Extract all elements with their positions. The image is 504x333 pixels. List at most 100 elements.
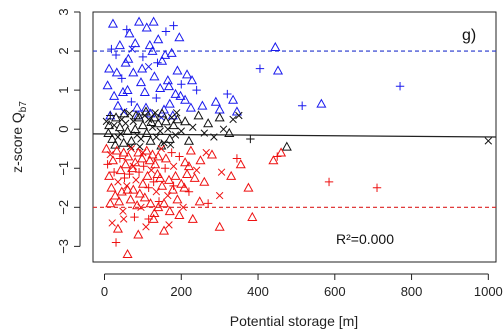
data-point-mid bbox=[156, 127, 164, 135]
data-point-mid bbox=[116, 130, 125, 138]
data-point-low bbox=[133, 147, 144, 157]
data-point-high bbox=[152, 93, 161, 103]
data-point-mid bbox=[126, 135, 137, 145]
data-point-mid bbox=[151, 109, 159, 117]
data-point-high bbox=[109, 90, 120, 100]
data-point-mid bbox=[122, 125, 133, 136]
data-point-low bbox=[139, 192, 150, 202]
data-point-mid bbox=[145, 135, 156, 145]
data-point-low bbox=[202, 148, 210, 157]
data-point-mid bbox=[134, 112, 145, 122]
data-point-low bbox=[165, 221, 173, 229]
data-point-low bbox=[118, 147, 129, 157]
data-point-high bbox=[111, 50, 121, 60]
data-point-low bbox=[134, 188, 145, 198]
data-point-low bbox=[185, 145, 196, 155]
data-point-mid bbox=[160, 116, 171, 126]
data-point-low bbox=[247, 211, 258, 221]
data-point-low bbox=[187, 213, 198, 223]
data-point-high bbox=[163, 80, 175, 91]
data-point-mid bbox=[172, 109, 181, 117]
x-tick-label: 800 bbox=[401, 284, 423, 299]
data-point-low bbox=[170, 170, 181, 180]
data-point-mid bbox=[157, 108, 168, 118]
data-point-high bbox=[197, 100, 208, 110]
data-point-mid bbox=[140, 106, 152, 116]
data-point-low bbox=[157, 180, 168, 190]
data-point-low bbox=[144, 214, 153, 224]
data-point-mid bbox=[168, 120, 179, 130]
data-point-high bbox=[228, 94, 239, 104]
data-point-mid bbox=[107, 133, 118, 143]
data-point-low bbox=[107, 155, 119, 165]
data-point-mid bbox=[189, 123, 197, 131]
data-point-low bbox=[115, 164, 126, 175]
data-point-low bbox=[123, 151, 134, 161]
data-point-high bbox=[172, 65, 183, 75]
data-point-low bbox=[122, 248, 133, 259]
data-point-low bbox=[144, 155, 155, 165]
data-point-high bbox=[117, 86, 128, 96]
data-point-high bbox=[138, 52, 148, 62]
data-point-mid bbox=[172, 114, 183, 124]
data-point-low bbox=[226, 170, 237, 180]
data-point-high bbox=[223, 89, 232, 99]
x-tick-label: 1000 bbox=[474, 284, 503, 299]
data-point-mid bbox=[203, 118, 214, 128]
data-point-mid bbox=[171, 131, 180, 139]
data-point-mid bbox=[106, 111, 115, 120]
data-point-low bbox=[214, 221, 225, 231]
data-point-low bbox=[276, 147, 287, 157]
data-point-mid bbox=[166, 141, 175, 149]
data-point-low bbox=[101, 143, 112, 153]
data-point-low bbox=[273, 152, 282, 161]
data-point-high bbox=[210, 96, 221, 106]
data-point-high bbox=[128, 45, 136, 53]
data-point-mid bbox=[149, 112, 160, 122]
data-point-high bbox=[169, 21, 178, 30]
data-point-low bbox=[160, 164, 170, 173]
data-point-low bbox=[175, 152, 184, 161]
regression-line bbox=[92, 133, 497, 138]
data-point-low bbox=[120, 173, 129, 183]
data-point-low bbox=[324, 177, 334, 187]
data-point-high bbox=[141, 22, 152, 32]
data-point-low bbox=[105, 198, 116, 208]
data-point-low bbox=[372, 183, 382, 192]
data-point-mid bbox=[126, 143, 135, 151]
data-point-low bbox=[150, 159, 161, 169]
data-point-high bbox=[164, 98, 175, 108]
data-point-low bbox=[215, 191, 224, 200]
data-point-mid bbox=[246, 134, 255, 144]
data-point-mid bbox=[193, 110, 204, 120]
data-point-high bbox=[174, 32, 185, 42]
data-point-high bbox=[272, 65, 284, 75]
data-point-mid bbox=[224, 127, 235, 137]
x-tick-label: 0 bbox=[101, 284, 108, 299]
data-point-mid bbox=[137, 120, 148, 130]
data-point-high bbox=[147, 45, 158, 55]
data-point-high bbox=[161, 27, 171, 36]
data-point-low bbox=[139, 148, 147, 157]
data-point-high bbox=[155, 82, 166, 93]
data-point-mid bbox=[118, 137, 129, 147]
data-point-low bbox=[164, 205, 175, 216]
data-point-high bbox=[144, 39, 155, 50]
data-point-low bbox=[192, 166, 201, 174]
data-point-low bbox=[103, 160, 112, 169]
data-point-mid bbox=[484, 137, 493, 145]
data-point-low bbox=[129, 162, 138, 171]
x-tick-label: 200 bbox=[170, 284, 192, 299]
data-point-low bbox=[217, 168, 226, 176]
data-point-mid bbox=[104, 120, 115, 130]
data-point-low bbox=[106, 182, 117, 192]
data-point-low bbox=[134, 167, 144, 177]
data-point-high bbox=[107, 18, 119, 28]
data-point-mid bbox=[164, 133, 175, 143]
data-point-low bbox=[149, 177, 158, 187]
data-point-low bbox=[137, 203, 145, 212]
data-point-low bbox=[167, 184, 178, 194]
data-point-low bbox=[111, 145, 122, 155]
data-point-low bbox=[125, 194, 136, 204]
